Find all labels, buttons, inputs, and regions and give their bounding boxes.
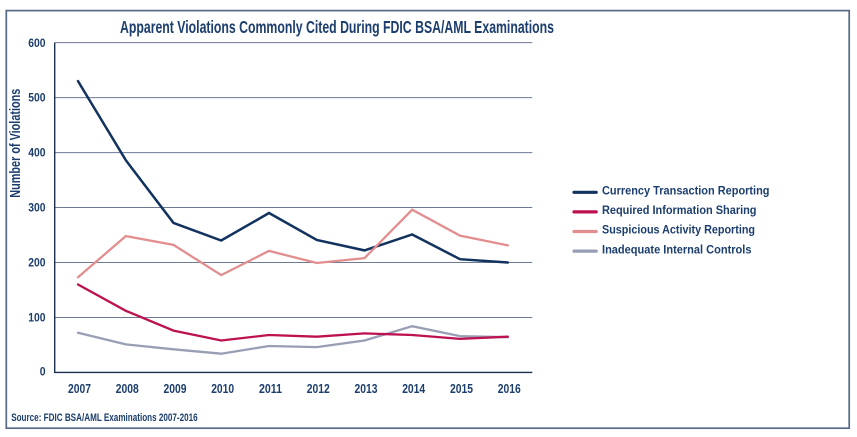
svg-text:0: 0 [40, 365, 46, 379]
svg-text:500: 500 [28, 91, 45, 105]
svg-text:Currency Transaction Reporting: Currency Transaction Reporting [602, 186, 770, 198]
svg-text:2012: 2012 [307, 382, 330, 396]
svg-text:600: 600 [28, 36, 45, 50]
svg-text:300: 300 [28, 201, 45, 215]
svg-text:2010: 2010 [211, 382, 234, 396]
svg-text:2008: 2008 [116, 382, 139, 396]
svg-text:2013: 2013 [355, 382, 378, 396]
svg-text:Inadequate Internal Controls: Inadequate Internal Controls [602, 244, 752, 256]
svg-text:2007: 2007 [68, 382, 91, 396]
svg-text:2015: 2015 [450, 382, 473, 396]
svg-text:Required Information Sharing: Required Information Sharing [602, 205, 757, 217]
svg-text:Source: FDIC BSA/AML Examinati: Source: FDIC BSA/AML Examinations 2007-2… [11, 412, 198, 424]
svg-text:400: 400 [28, 146, 45, 160]
svg-text:2014: 2014 [402, 382, 425, 396]
svg-text:2009: 2009 [164, 382, 187, 396]
svg-text:2016: 2016 [498, 382, 521, 396]
svg-text:Apparent Violations Commonly C: Apparent Violations Commonly Cited Durin… [120, 17, 554, 37]
svg-text:Suspicious Activity Reporting: Suspicious Activity Reporting [602, 225, 755, 237]
svg-text:200: 200 [28, 256, 45, 270]
svg-text:2011: 2011 [259, 382, 282, 396]
svg-text:Number of Violations: Number of Violations [8, 89, 24, 198]
svg-text:100: 100 [28, 311, 45, 325]
